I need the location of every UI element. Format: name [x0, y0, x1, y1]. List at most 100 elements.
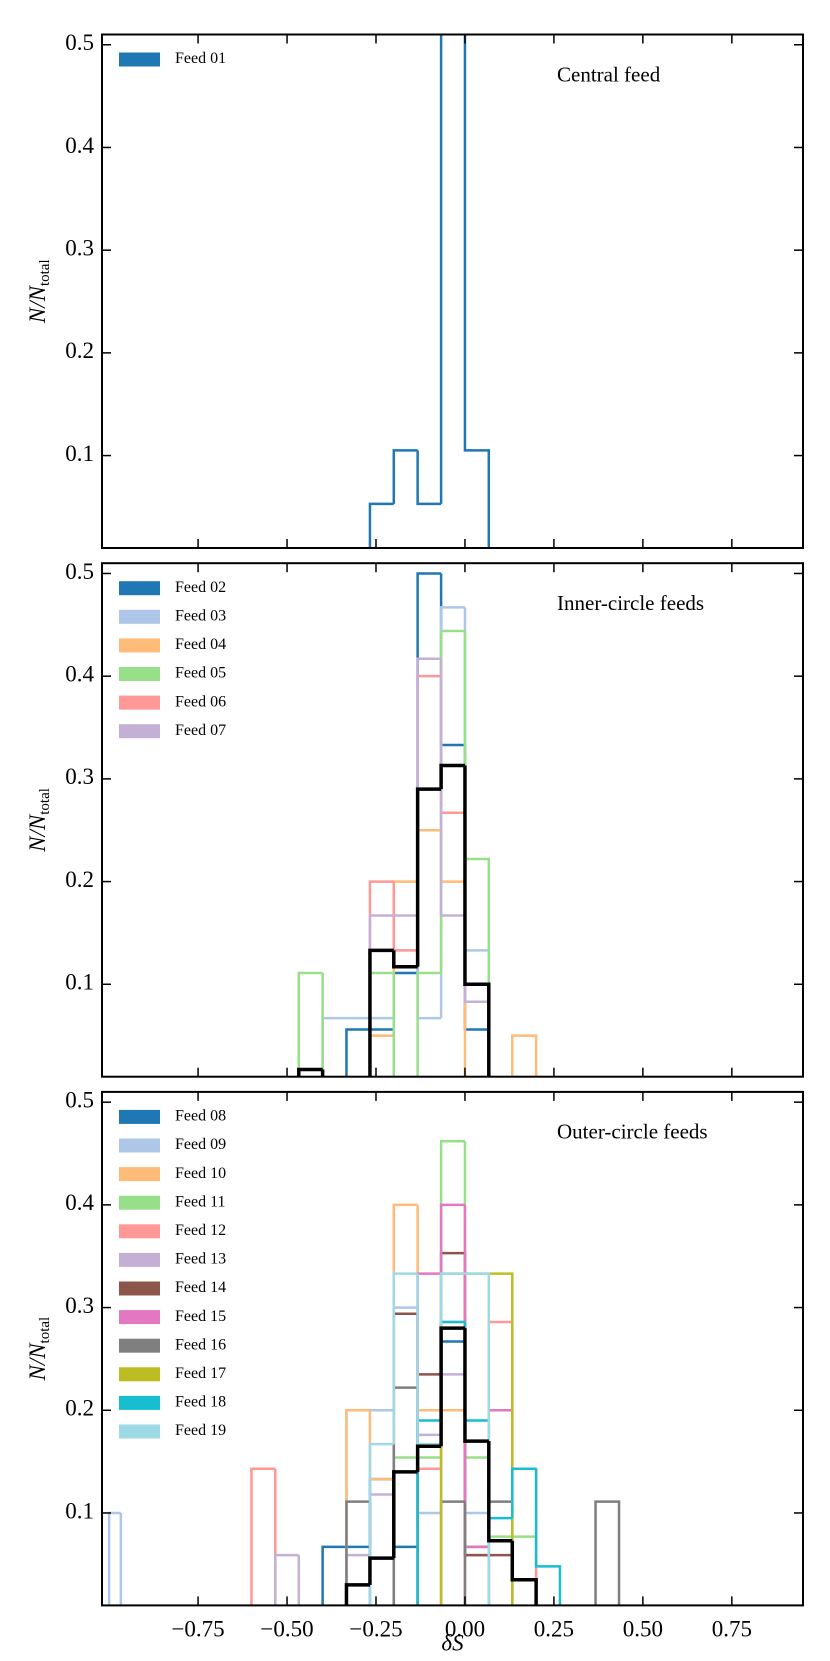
histogram-step: [416, 674, 442, 951]
histogram-step: [416, 1387, 419, 1606]
legend-swatch: [119, 1252, 160, 1267]
histogram-step: [439, 1409, 465, 1513]
histogram-step: [439, 34, 443, 504]
histogram-step: [416, 828, 442, 882]
histogram-step: [416, 971, 442, 1077]
x-axis-label: δS: [441, 1631, 464, 1656]
histogram-step: [274, 1468, 277, 1606]
histogram-step: [392, 949, 418, 1019]
histogram-step: [439, 1272, 465, 1606]
y-axis-label: N/Ntotal: [25, 1317, 53, 1382]
histogram-step: [392, 1456, 418, 1606]
histogram-step: [415, 787, 442, 967]
histogram-step: [119, 1512, 123, 1606]
y-tick-label: 0.5: [65, 1087, 94, 1112]
histogram-step: [463, 1321, 489, 1422]
histogram-step: [487, 1320, 513, 1606]
histogram-step: [392, 950, 418, 969]
histogram-step: [321, 1545, 347, 1606]
histogram-step: [392, 1312, 418, 1495]
legend-label: Feed 08: [175, 1108, 226, 1125]
histogram-step: [487, 1420, 513, 1520]
histogram-step: [441, 1409, 467, 1606]
legend-swatch: [119, 1224, 160, 1239]
histogram-step: [344, 1583, 370, 1606]
legend-swatch: [119, 1138, 160, 1153]
histogram-step: [416, 1204, 442, 1412]
legend-label: Feed 18: [175, 1394, 226, 1411]
legend-swatch: [119, 1167, 160, 1182]
legend-swatch: [119, 1424, 160, 1439]
legend-swatch: [119, 1367, 160, 1382]
legend-swatch: [119, 1195, 160, 1210]
legend-swatch: [119, 1338, 160, 1353]
histogram-step: [463, 1253, 489, 1557]
y-tick-label: 0.2: [65, 338, 94, 363]
histogram-step: [416, 657, 442, 916]
histogram-step: [368, 914, 394, 1077]
histogram-step: [320, 1069, 325, 1077]
histogram-step: [463, 34, 491, 548]
y-axis-label-main: N/N: [25, 1342, 50, 1382]
legend-label: Feed 16: [175, 1336, 226, 1353]
histogram-step: [346, 1079, 369, 1087]
legend-swatch: [119, 1109, 160, 1124]
histogram-step: [439, 573, 465, 747]
histogram-step: [439, 763, 465, 790]
panel-title: Inner-circle feeds: [557, 591, 704, 615]
histogram-step: [439, 1203, 465, 1274]
x-tick-label: −0.25: [349, 1617, 402, 1642]
histogram-step: [297, 1067, 323, 1077]
histogram-step: [368, 1034, 394, 1077]
legend-label: Feed 19: [175, 1422, 226, 1439]
legend-label: Feed 11: [175, 1193, 226, 1210]
histograms: [297, 572, 538, 1087]
axes-frame: [101, 562, 804, 1078]
axes-frame: [101, 1090, 804, 1607]
y-axis-label: N/Ntotal: [25, 788, 53, 853]
histogram-step: [416, 572, 442, 973]
histogram-step: [415, 1444, 442, 1472]
panel-title: Central feed: [557, 62, 661, 86]
histogram-step: [416, 1273, 442, 1446]
y-tick-label: 0.4: [65, 133, 94, 158]
histogram-step: [463, 1204, 489, 1549]
histogram-step: [439, 1500, 465, 1606]
legend-swatch: [119, 1310, 160, 1325]
legend-swatch: [119, 638, 160, 653]
y-axis-label-sub: total: [37, 1317, 53, 1344]
histogram-step: [488, 1553, 514, 1606]
histogram-step: [511, 1034, 538, 1077]
legend-label: Feed 01: [175, 50, 226, 67]
histogram-step: [463, 1321, 467, 1606]
histogram-step: [439, 1251, 465, 1375]
histogram-step: [368, 1477, 394, 1547]
histogram-step: [368, 1556, 394, 1585]
histogram-step: [392, 971, 418, 1030]
histogram-step: [392, 1306, 418, 1411]
histogram-step: [439, 1373, 465, 1435]
x-tick-label: 0.25: [534, 1617, 574, 1642]
y-axis-label: N/Ntotal: [25, 259, 53, 324]
legend-label: Feed 10: [175, 1165, 226, 1182]
histogram-step: [487, 1441, 513, 1543]
y-tick-label: 0.3: [65, 764, 94, 789]
histogram-step: [392, 1386, 418, 1606]
y-tick-label: 0.1: [65, 441, 94, 466]
histogram-step: [368, 880, 394, 1077]
histogram-step: [416, 1419, 442, 1606]
histogram-step: [416, 950, 442, 1020]
histogram-step: [463, 1141, 489, 1459]
histogram-step: [416, 1313, 442, 1376]
y-tick-label: 0.4: [65, 661, 94, 686]
histogram-step: [463, 630, 491, 1077]
y-tick-label: 0.4: [65, 1190, 94, 1215]
legend-swatch: [119, 695, 160, 710]
histogram-step: [512, 1535, 538, 1606]
legend-swatch: [119, 667, 160, 681]
histogram-step: [297, 1555, 301, 1606]
histogram-step: [488, 1272, 514, 1606]
legend-label: Feed 14: [175, 1279, 226, 1296]
